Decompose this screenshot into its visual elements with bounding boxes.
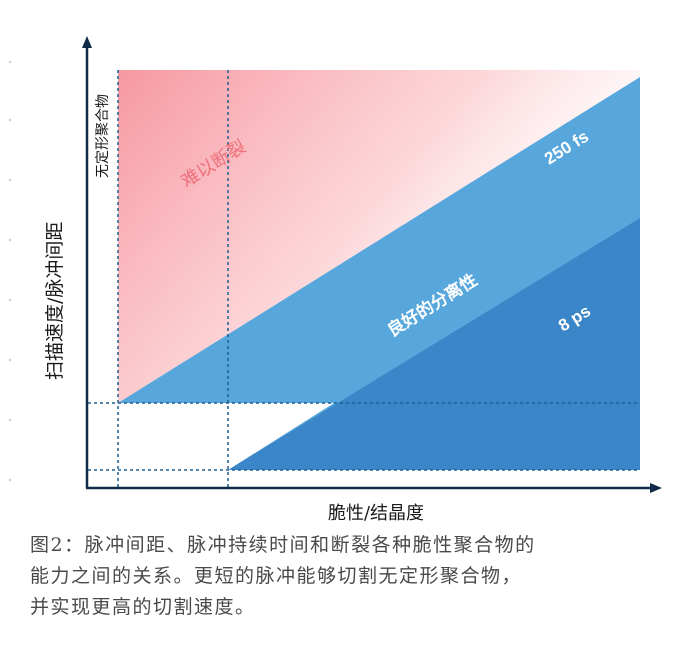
unused-region — [118, 403, 334, 470]
margin-dots — [9, 61, 11, 481]
y-axis-arrow — [82, 36, 92, 48]
caption-line-3: 并实现更高的切割速度。 — [30, 596, 256, 618]
caption-line-2: 能力之间的关系。更短的脉冲能够切割无定形聚合物， — [30, 565, 523, 587]
caption-line-1: 图2：脉冲间距、脉冲持续时间和断裂各种脆性聚合物的 — [30, 534, 536, 556]
figure-caption: 图2：脉冲间距、脉冲持续时间和断裂各种脆性聚合物的 能力之间的关系。更短的脉冲能… — [30, 530, 670, 623]
x-axis-arrow — [650, 483, 662, 493]
x-axis-label: 脆性/结晶度 — [328, 503, 424, 524]
amorphous-label: 无定形聚合物 — [95, 94, 111, 178]
ps-region — [228, 218, 640, 470]
relationship-diagram: 无定形聚合物 扫描速度/脉冲间距 脆性/结晶度 难以断裂 良好的分离性 250 … — [44, 36, 662, 524]
hard-to-break-region — [118, 70, 640, 403]
y-axis-label: 扫描速度/脉冲间距 — [44, 222, 66, 380]
